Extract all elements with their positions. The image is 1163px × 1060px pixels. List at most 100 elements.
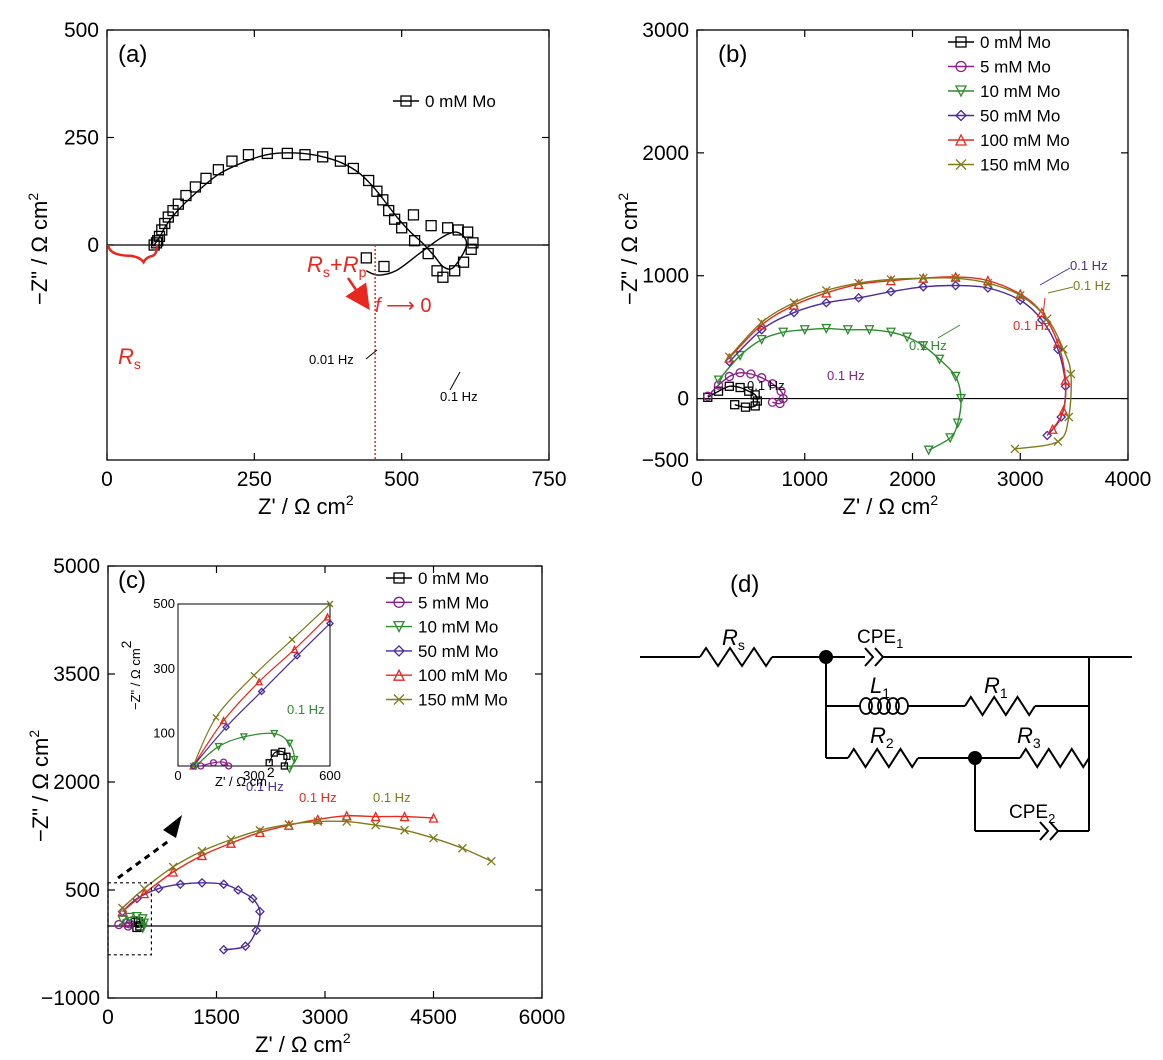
- point-10-mM-Mo: [778, 327, 789, 338]
- point-150-mM-Mo: [1058, 344, 1068, 354]
- rs-label: Rs: [722, 625, 745, 653]
- point-10-mM-Mo: [735, 350, 746, 362]
- point-0-mM-Mo: [360, 252, 372, 264]
- freq-label-50: 0.1 Hz: [1070, 258, 1108, 273]
- point-100-mM-Mo: [168, 866, 179, 877]
- point-0-mM-Mo: [465, 243, 477, 255]
- inset-frame: [177, 603, 331, 767]
- point-150-mM-Mo: [284, 820, 294, 829]
- point-0-mM-Mo: [153, 230, 166, 243]
- legend-label: 10 mM Mo: [980, 82, 1060, 101]
- point-50-mM-Mo: [251, 925, 262, 936]
- panel-label: (a): [118, 41, 147, 68]
- point-5-mM-Mo: [757, 373, 767, 383]
- legend-label: 50 mM Mo: [418, 642, 498, 661]
- point-0-mM-Mo: [180, 189, 192, 202]
- point-10-mM-Mo: [756, 334, 767, 346]
- inset-point: [270, 749, 278, 757]
- point-50-mM-Mo: [1056, 412, 1067, 422]
- leader: [1047, 286, 1074, 294]
- point-10-mM-Mo: [137, 923, 148, 934]
- point-150-mM-Mo: [951, 273, 961, 283]
- panel-d-circuit: (d) Rs CPE1 L1 R1 R2 R3 CPE2: [640, 571, 1132, 841]
- inset-point: [189, 762, 198, 770]
- leader: [365, 349, 378, 360]
- inset-point: [285, 739, 294, 748]
- legend-label: 5 mM Mo: [418, 593, 489, 612]
- point-100-mM-Mo: [225, 837, 237, 848]
- y-axis-label: −Z" / Ω cm2: [615, 193, 642, 305]
- point-150-mM-Mo: [1042, 314, 1052, 324]
- point-0-mM-Mo: [441, 222, 454, 234]
- point-0-mM-Mo: [156, 224, 168, 236]
- point-10-mM-Mo: [918, 341, 929, 352]
- point-0-mM-Mo: [750, 390, 760, 400]
- point-150-mM-Mo: [342, 817, 352, 827]
- legend-marker: [392, 668, 406, 681]
- freq-label-10: 0.1 Hz: [909, 338, 947, 353]
- point-150-mM-Mo: [255, 825, 265, 835]
- legend-marker: [400, 95, 412, 107]
- point-150-mM-Mo: [1053, 437, 1063, 447]
- point-5-mM-Mo: [724, 371, 734, 382]
- inset-point: [270, 729, 279, 739]
- point-100-mM-Mo: [196, 849, 208, 861]
- point-150-mM-Mo: [1015, 290, 1025, 300]
- point-50-mM-Mo: [175, 879, 186, 890]
- plot-frame: [696, 29, 1129, 461]
- legend-marker: [392, 620, 406, 634]
- point-0-mM-Mo: [425, 219, 437, 232]
- point-0-mM-Mo: [377, 194, 389, 206]
- f-label: f ⟶ 0: [375, 295, 431, 317]
- point-150-mM-Mo: [757, 317, 767, 327]
- point-0-mM-Mo: [452, 224, 464, 236]
- inset-point: [326, 600, 334, 608]
- freq-label-150: 0.1 Hz: [373, 790, 411, 805]
- point-150-mM-Mo: [118, 903, 127, 913]
- series-line-50-mM-Mo: [728, 284, 1067, 436]
- y-tick-label: 2000: [53, 771, 100, 794]
- point-150-mM-Mo: [429, 833, 438, 843]
- inset-series-50-mM-Mo: [192, 623, 331, 767]
- legend-marker: [955, 109, 967, 122]
- point-50-mM-Mo: [789, 307, 799, 318]
- point-50-mM-Mo: [1042, 430, 1053, 441]
- r3-label: R3: [1017, 723, 1041, 751]
- inset-point: [222, 723, 231, 732]
- rs-resistor: [699, 646, 773, 668]
- point-10-mM-Mo: [885, 327, 897, 338]
- rsrp-label: Rs+Rp: [307, 252, 367, 280]
- inset-point: [326, 619, 334, 628]
- point-10-mM-Mo: [713, 375, 724, 386]
- inductor-coil: [868, 697, 882, 715]
- inset-y-tick: 500: [153, 596, 175, 611]
- cpe2-label: CPE2: [1009, 802, 1055, 826]
- legend-marker: [393, 596, 405, 608]
- x-tick-label: 1500: [193, 1006, 240, 1029]
- inset-point: [288, 636, 296, 644]
- x-tick-label: 4500: [410, 1006, 457, 1029]
- legend-label: 100 mM Mo: [980, 131, 1070, 150]
- inset-x-label: Z' / Ω cm2: [215, 764, 275, 789]
- point-50-mM-Mo: [1053, 344, 1063, 355]
- inset-point: [323, 612, 332, 621]
- point-10-mM-Mo: [945, 433, 956, 444]
- r1-resistor: [964, 695, 1036, 717]
- point-0-mM-Mo: [462, 226, 474, 238]
- y-axis-label: −Z" / Ω cm2: [26, 730, 53, 842]
- inductor-coil: [895, 697, 909, 715]
- freq-label-150: 0.1 Hz: [1073, 278, 1111, 293]
- r2-label: R2: [870, 723, 894, 751]
- leader: [1042, 297, 1046, 316]
- freq-label-0: 0.1 Hz: [747, 378, 785, 393]
- freq-label-100: 0.1 Hz: [1013, 318, 1051, 333]
- y-tick-label: −500: [642, 449, 689, 472]
- inset-point: [212, 713, 220, 721]
- legend-label: 0 mM Mo: [980, 33, 1051, 52]
- point-0-mM-Mo: [437, 271, 449, 283]
- legend-label: 100 mM Mo: [418, 666, 508, 685]
- point-0-mM-Mo: [378, 260, 390, 273]
- legend-label: 50 mM Mo: [980, 107, 1060, 126]
- point-0-mM-Mo: [740, 402, 751, 412]
